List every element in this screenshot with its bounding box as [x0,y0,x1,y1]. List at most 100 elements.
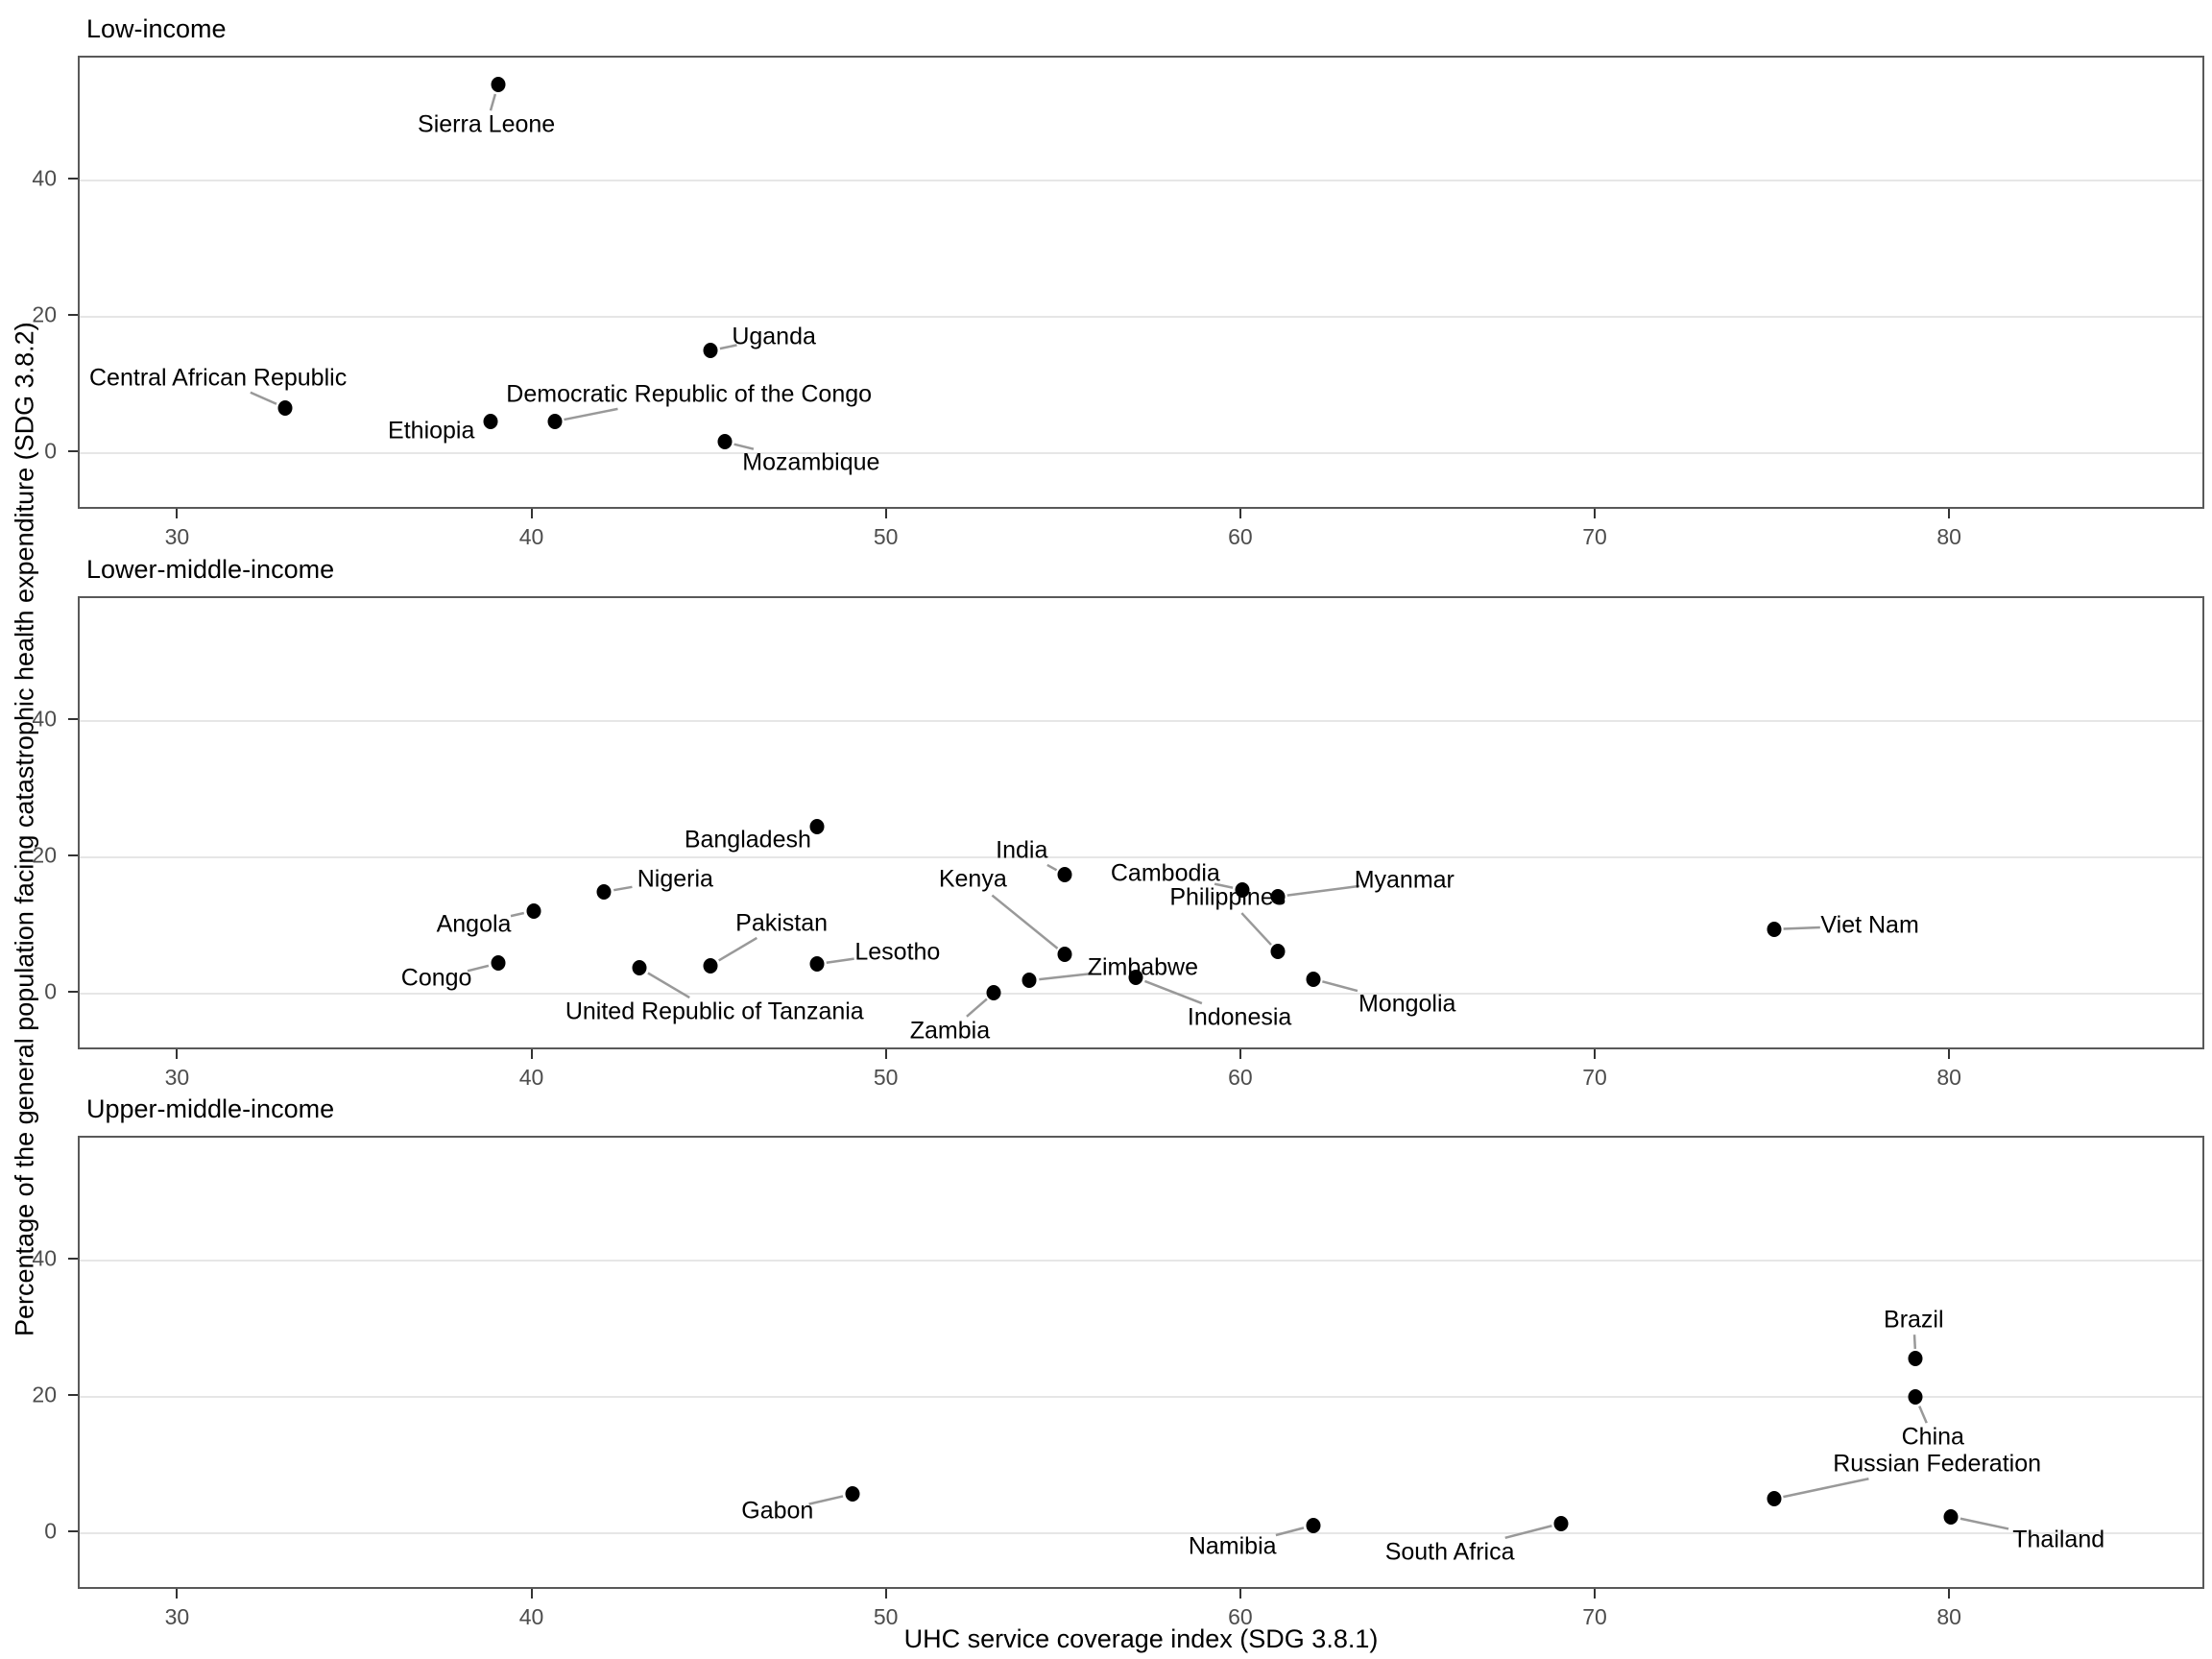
y-tick-mark [68,449,78,452]
facet-title-low-income: Low-income [86,14,227,43]
data-point-uganda [703,343,718,359]
x-tick-label: 30 [164,524,190,549]
country-label-cambodia: Cambodia [1110,859,1220,887]
data-point-russian-federation [1767,1491,1782,1507]
x-tick-label: 30 [164,1604,190,1629]
country-label-sierra-leone: Sierra Leone [418,110,556,138]
x-tick-label: 40 [518,1604,544,1629]
x-tick-label: 60 [1228,1065,1253,1090]
x-tick-mark [1594,1589,1597,1599]
x-tick-mark [1948,1589,1951,1599]
x-tick-label: 80 [1936,1604,1961,1629]
x-axis-title: UHC service coverage index (SDG 3.8.1) [903,1624,1379,1653]
gridline-y-20 [80,855,2202,858]
gridline-y-0 [80,451,2202,454]
data-point-kenya [1057,947,1072,963]
data-point-brazil [1908,1350,1923,1366]
leader-line [966,998,988,1018]
data-point-viet-nam [1767,921,1782,937]
gridline-y-0 [80,992,2202,995]
facet-title-upper-middle-income: Upper-middle-income [86,1094,335,1123]
country-label-namibia: Namibia [1188,1532,1277,1560]
leader-line [733,443,755,450]
y-axis-title: Percentage of the general population fac… [10,322,39,1337]
data-point-thailand [1943,1508,1959,1525]
leader-line [1912,1334,1917,1350]
data-point-nigeria [596,883,612,900]
x-tick-label: 70 [1582,1604,1607,1629]
data-point-zambia [986,984,1001,1000]
leader-lines [467,863,1820,1018]
data-point-democratic-republic-of-the-congo [547,414,563,430]
country-label-india: India [996,836,1048,864]
gridline-y-0 [80,1531,2202,1534]
leader-line [647,972,690,999]
data-point-mongolia [1306,971,1321,987]
data-point-gabon [845,1486,860,1503]
x-tick-label: 70 [1582,1065,1607,1090]
data-point-cambodia [1235,881,1250,898]
x-tick-mark [530,1049,533,1059]
leader-line [718,936,757,962]
x-tick-label: 80 [1936,524,1961,549]
data-point-ethiopia [483,414,498,430]
country-label-thailand: Thailand [2012,1526,2105,1553]
country-label-congo: Congo [400,964,472,992]
leader-line [1240,912,1272,946]
x-tick-label: 50 [873,524,899,549]
x-tick-mark [1238,1049,1241,1059]
gridline-y-20 [80,315,2202,318]
data-point-united-republic-of-tanzania [632,960,647,976]
x-tick-mark [884,1049,887,1059]
leader-lines [808,1334,2009,1540]
y-tick-mark [68,854,78,856]
panel-upper-middle-income: Brazil China Russian Federation Gabon Namibi… [78,1136,2204,1589]
x-tick-mark [530,509,533,518]
data-point-south-africa [1553,1515,1569,1531]
gridline-y-40 [80,719,2202,722]
panel-lower-middle-income: Bangladesh India Cambodia Myanmar Nigeria Ang… [78,596,2204,1049]
country-label-angola: Angola [436,910,512,938]
x-tick-label: 40 [518,524,544,549]
leader-line [467,964,490,973]
leader-line [826,957,854,964]
country-label-uganda: Uganda [732,323,816,350]
y-tick-label: 0 [44,1518,57,1544]
x-tick-mark [1238,1589,1241,1599]
y-tick-mark [68,1257,78,1260]
panel-low-income: Sierra Leone Central African Republic Ethi… [78,56,2204,509]
x-tick-mark [1948,1049,1951,1059]
data-point-zimbabwe [1022,973,1037,989]
country-label-lesotho: Lesotho [854,938,941,966]
leader-line [1286,884,1360,897]
x-tick-mark [1948,509,1951,518]
x-tick-mark [884,1589,887,1599]
leader-line [564,407,618,421]
gridline-y-40 [80,1259,2202,1262]
x-tick-mark [884,509,887,518]
data-point-angola [526,902,541,919]
y-tick-label: 20 [32,842,57,868]
country-label-south-africa: South Africa [1384,1538,1515,1566]
data-point-indonesia [1128,970,1143,986]
data-point-india [1057,867,1072,883]
data-point-philippines [1270,944,1286,960]
country-label-pakistan: Pakistan [735,909,829,937]
leader-line [489,93,497,111]
country-label-brazil: Brazil [1884,1306,1944,1334]
x-tick-mark [1594,509,1597,518]
x-tick-mark [176,1049,179,1059]
data-point-central-african-republic [277,399,293,416]
leader-line [1275,1527,1305,1537]
y-tick-label: 40 [32,165,57,191]
country-label-indonesia: Indonesia [1187,1003,1292,1031]
country-label-china: China [1901,1423,1964,1451]
leader-line [510,911,525,918]
leader-line [808,1495,844,1505]
leader-line [1046,863,1058,872]
leader-line [1960,1517,2009,1530]
y-tick-mark [68,1393,78,1396]
leader-line [1322,980,1358,993]
y-tick-label: 20 [32,1382,57,1407]
country-label-kenya: Kenya [938,865,1007,893]
